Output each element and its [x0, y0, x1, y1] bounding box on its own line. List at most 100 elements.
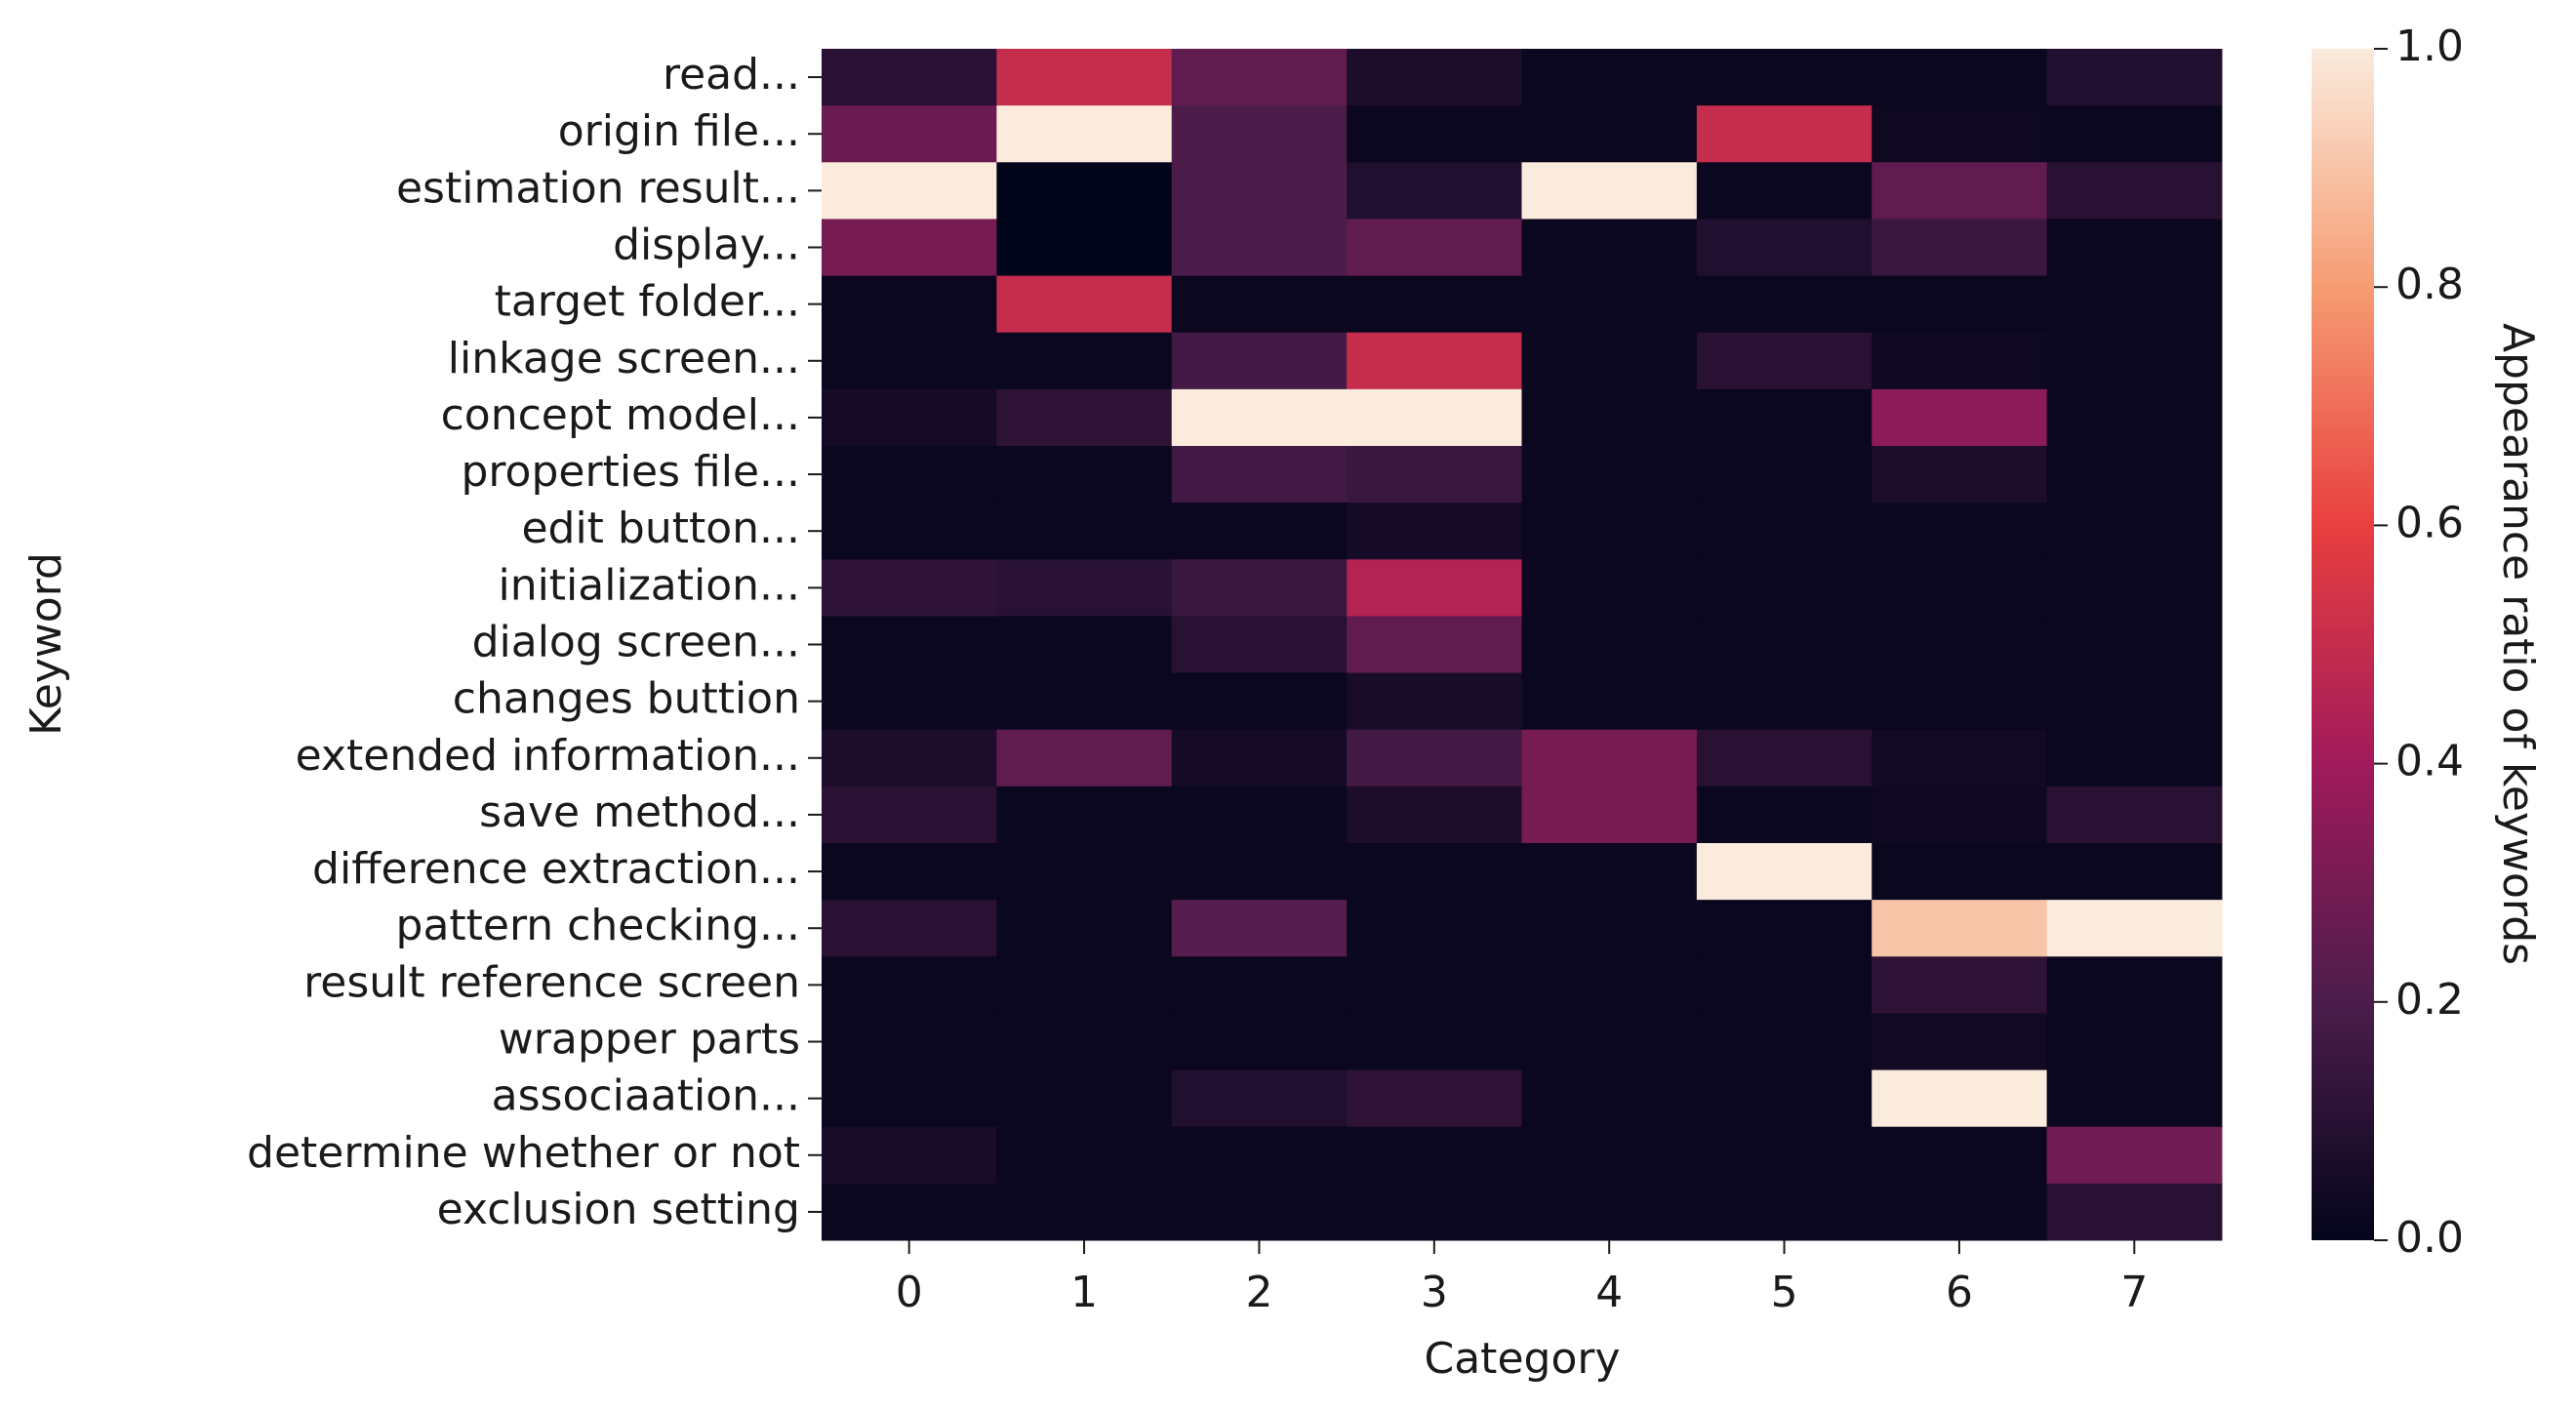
heatmap-cell	[1347, 219, 1522, 277]
y-axis-label: Keyword	[21, 552, 71, 736]
heatmap-cell	[996, 1069, 1173, 1128]
heatmap-cell	[1171, 1069, 1348, 1128]
heatmap-cell	[1872, 786, 2048, 844]
heatmap-cell	[1521, 1126, 1698, 1185]
y-tick-label: origin file...	[558, 106, 800, 156]
y-tick-label: target folder...	[495, 277, 800, 327]
heatmap-cell	[2046, 388, 2223, 447]
y-tick-label: wrapper parts	[499, 1015, 800, 1065]
heatmap-cell	[1521, 843, 1698, 901]
heatmap-cell	[1696, 900, 1872, 957]
colorbar-tick-label: 0.8	[2395, 260, 2464, 309]
heatmap-cell	[996, 388, 1173, 447]
heatmap-cell	[822, 1013, 997, 1071]
colorbar-tick-label: 1.0	[2395, 21, 2464, 71]
heatmap-cell	[822, 900, 997, 957]
heatmap-cell	[1521, 162, 1698, 220]
y-tick-label: initialization...	[498, 560, 800, 610]
heatmap-cell	[1872, 843, 2048, 901]
heatmap-cell	[1347, 388, 1522, 447]
heatmap-cell	[1872, 1013, 2048, 1071]
heatmap-cell	[1347, 843, 1522, 901]
heatmap-cell	[2046, 332, 2223, 390]
heatmap-cell	[1872, 559, 2048, 617]
heatmap-cell	[1171, 162, 1348, 220]
heatmap-cell	[1171, 559, 1348, 617]
x-axis-label: Category	[1425, 1334, 1621, 1384]
heatmap-cell	[1872, 388, 2048, 447]
heatmap-cell	[1521, 616, 1698, 674]
heatmap-cell	[1171, 1013, 1348, 1071]
heatmap-cell	[1171, 956, 1348, 1014]
heatmap-cell	[1347, 900, 1522, 957]
colorbar-tick-label: 0.0	[2395, 1213, 2464, 1263]
y-tick-label: extended information...	[296, 731, 800, 781]
x-tick-label: 1	[1070, 1268, 1098, 1317]
heatmap-cell	[1171, 1183, 1348, 1241]
heatmap-cell	[1521, 388, 1698, 447]
heatmap-cell	[1347, 162, 1522, 220]
heatmap-cell	[822, 729, 997, 787]
heatmap-cell	[822, 786, 997, 844]
heatmap-cell	[2046, 956, 2223, 1014]
heatmap-cell	[1171, 672, 1348, 731]
heatmap-cell	[822, 162, 997, 220]
heatmap-cell	[1696, 219, 1872, 277]
heatmap-cell	[996, 1183, 1173, 1241]
y-tick-label: read...	[663, 50, 800, 100]
heatmap-cell	[1521, 786, 1698, 844]
y-tick-label: exclusion setting	[437, 1185, 800, 1234]
heatmap-cell	[1171, 503, 1348, 560]
heatmap-cell	[822, 1069, 997, 1128]
heatmap-cell	[822, 105, 997, 163]
heatmap-cell	[996, 729, 1173, 787]
x-tick-label: 2	[1245, 1268, 1272, 1317]
heatmap-cell	[822, 49, 997, 106]
heatmap-cell	[1521, 105, 1698, 163]
heatmap-cell	[1696, 332, 1872, 390]
heatmap-cell	[822, 446, 997, 504]
heatmap-cell	[1521, 559, 1698, 617]
heatmap-cell	[1696, 843, 1872, 901]
colorbar-tick-label: 0.6	[2395, 498, 2464, 547]
heatmap-cell	[1872, 105, 2048, 163]
heatmap-cell	[822, 672, 997, 731]
x-tick-label: 7	[2120, 1268, 2148, 1317]
heatmap-cell	[1347, 729, 1522, 787]
heatmap-cell	[1872, 275, 2048, 334]
heatmap-cell	[1171, 843, 1348, 901]
heatmap-cell	[2046, 446, 2223, 504]
heatmap-cell	[1872, 219, 2048, 277]
heatmap-cell	[1347, 786, 1522, 844]
heatmap-cell	[1347, 1069, 1522, 1128]
colorbar	[2312, 49, 2374, 1240]
heatmap-cell	[1696, 1126, 1872, 1185]
heatmap-cell	[1347, 49, 1522, 106]
heatmap-cell	[1521, 672, 1698, 731]
heatmap-cell	[1872, 332, 2048, 390]
x-tick-label: 0	[896, 1268, 923, 1317]
heatmap-cell	[1872, 1069, 2048, 1128]
heatmap-cell	[2046, 162, 2223, 220]
y-tick-label: difference extraction...	[312, 844, 800, 894]
y-tick-label: result reference screen	[303, 957, 800, 1007]
heatmap-cell	[2046, 786, 2223, 844]
heatmap-cell	[1872, 672, 2048, 731]
y-tick-label: pattern checking...	[396, 901, 800, 950]
heatmap-cell	[1171, 786, 1348, 844]
heatmap-cell	[1521, 956, 1698, 1014]
heatmap-cell	[1171, 729, 1348, 787]
heatmap-cell	[1347, 275, 1522, 334]
heatmap-cell	[1171, 105, 1348, 163]
heatmap-cell	[822, 219, 997, 277]
heatmap-cell	[2046, 672, 2223, 731]
heatmap-cell	[822, 332, 997, 390]
y-tick-label: edit button...	[521, 504, 800, 553]
heatmap-cell	[996, 219, 1173, 277]
heatmap-cell	[996, 786, 1173, 844]
heatmap-cell	[1696, 956, 1872, 1014]
heatmap-cell	[996, 1013, 1173, 1071]
heatmap-cell	[2046, 616, 2223, 674]
heatmap-cell	[2046, 900, 2223, 957]
